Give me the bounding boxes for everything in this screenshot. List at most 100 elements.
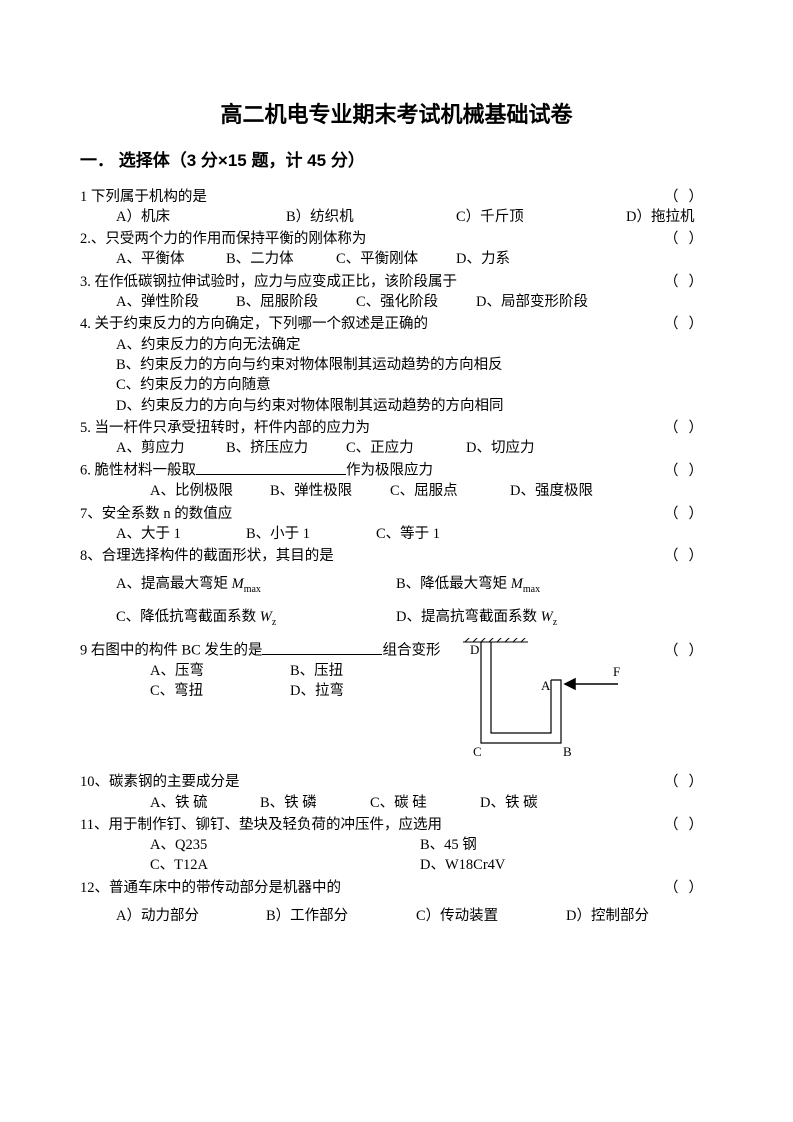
- question-10: 10、碳素钢的主要成分是 （） A、铁 硫 B、铁 磷 C、碳 硅 D、铁 碳: [80, 772, 713, 813]
- q12-opt-d: D）控制部分: [566, 906, 649, 926]
- q9-opt-c: C、弯扭: [150, 681, 290, 701]
- q8-b-var: M: [511, 576, 523, 592]
- question-4: 4. 关于约束反力的方向确定，下列哪一个叙述是正确的 （） A、约束反力的方向无…: [80, 314, 713, 415]
- question-1: 1 下列属于机构的是 （） A）机床 B）纺织机 C）千斤顶 D）拖拉机: [80, 187, 713, 228]
- q7-opt-a: A、大于 1: [116, 524, 246, 544]
- q12-opt-c: C）传动装置: [416, 906, 566, 926]
- q12-opt-a: A）动力部分: [116, 906, 266, 926]
- q3-stem: 3. 在作低碳钢拉伸试验时，应力与应变成正比，该阶段属于: [80, 272, 664, 292]
- q4-opt-d: D、约束反力的方向与约束对物体限制其运动趋势的方向相同: [80, 396, 713, 416]
- q9-diagram: D A F C B: [443, 638, 633, 774]
- answer-paren: （）: [664, 546, 713, 566]
- answer-paren: （）: [664, 641, 713, 661]
- q1-stem: 1 下列属于机构的是: [80, 187, 664, 207]
- q6-opt-d: D、强度极限: [510, 481, 593, 501]
- answer-paren: （）: [664, 272, 713, 292]
- q8-opt-b: B、降低最大弯矩 Mmax: [396, 574, 540, 597]
- q10-stem: 10、碳素钢的主要成分是: [80, 772, 664, 792]
- page-title: 高二机电专业期末考试机械基础试卷: [80, 100, 713, 131]
- q10-opt-c: C、碳 硅: [370, 793, 480, 813]
- q2-opt-a: A、平衡体: [116, 249, 226, 269]
- q11-opt-d: D、W18Cr4V: [420, 855, 505, 875]
- q8-stem: 8、合理选择构件的截面形状，其目的是: [80, 546, 664, 566]
- q5-opt-b: B、挤压应力: [226, 438, 346, 458]
- label-c: C: [473, 744, 482, 759]
- q6-stem: 6. 脆性材料一般取 作为极限应力: [80, 460, 664, 481]
- q4-opt-a: A、约束反力的方向无法确定: [80, 335, 713, 355]
- question-9: 9 右图中的构件 BC 发生的是 组合变形 （） A、压弯 B、压扭 C、弯扭 D…: [80, 640, 713, 770]
- q8-opt-c: C、降低抗弯截面系数 Wz: [116, 607, 396, 630]
- q9-stem-a: 9 右图中的构件 BC 发生的是: [80, 643, 262, 659]
- q5-opt-a: A、剪应力: [116, 438, 226, 458]
- section-header: 一． 选择体（3 分×15 题，计 45 分）: [80, 149, 713, 173]
- q12-stem: 12、普通车床中的带传动部分是机器中的: [80, 878, 664, 898]
- q1-opt-c: C）千斤顶: [456, 207, 626, 227]
- q8-d-sub: z: [553, 617, 557, 628]
- q2-opt-c: C、平衡刚体: [336, 249, 456, 269]
- answer-paren: （）: [664, 314, 713, 334]
- answer-paren: （）: [664, 815, 713, 835]
- q8-opt-d: D、提高抗弯截面系数 Wz: [396, 607, 557, 630]
- q6-opt-b: B、弹性极限: [270, 481, 390, 501]
- q8-opt-a: A、提高最大弯矩 Mmax: [116, 574, 396, 597]
- question-8: 8、合理选择构件的截面形状，其目的是 （） A、提高最大弯矩 Mmax B、降低…: [80, 546, 713, 638]
- q4-opt-c: C、约束反力的方向随意: [80, 375, 713, 395]
- q11-opt-b: B、45 钢: [420, 835, 477, 855]
- q6-stem-b: 作为极限应力: [346, 463, 433, 479]
- q8-d-var: W: [541, 609, 553, 625]
- answer-paren: （）: [664, 461, 713, 481]
- label-a: A: [541, 678, 551, 693]
- q10-opt-a: A、铁 硫: [150, 793, 260, 813]
- q9-stem-b: 组合变形: [382, 643, 440, 659]
- label-b: B: [563, 744, 572, 759]
- q8-b-pre: B、降低最大弯矩: [396, 576, 511, 592]
- q5-opt-c: C、正应力: [346, 438, 466, 458]
- q10-opt-b: B、铁 磷: [260, 793, 370, 813]
- exam-page: 高二机电专业期末考试机械基础试卷 一． 选择体（3 分×15 题，计 45 分）…: [0, 0, 793, 1122]
- answer-paren: （）: [664, 418, 713, 438]
- q11-opt-a: A、Q235: [150, 835, 420, 855]
- q7-stem: 7、安全系数 n 的数值应: [80, 504, 664, 524]
- label-d: D: [470, 642, 479, 657]
- q2-opt-d: D、力系: [456, 249, 510, 269]
- q9-opt-d: D、拉弯: [290, 681, 344, 701]
- q8-a-pre: A、提高最大弯矩: [116, 576, 232, 592]
- q8-a-var: M: [232, 576, 244, 592]
- blank-line: [196, 460, 346, 475]
- q3-opt-a: A、弹性阶段: [116, 292, 236, 312]
- q1-opt-d: D）拖拉机: [626, 207, 713, 227]
- answer-paren: （）: [664, 229, 713, 249]
- q6-opt-a: A、比例极限: [150, 481, 270, 501]
- q4-opt-b: B、约束反力的方向与约束对物体限制其运动趋势的方向相反: [80, 355, 713, 375]
- q9-opt-a: A、压弯: [150, 661, 290, 681]
- q11-opt-c: C、T12A: [150, 855, 420, 875]
- answer-paren: （）: [664, 504, 713, 524]
- answer-paren: （）: [664, 772, 713, 792]
- q7-opt-b: B、小于 1: [246, 524, 376, 544]
- question-7: 7、安全系数 n 的数值应 （） A、大于 1 B、小于 1 C、等于 1: [80, 504, 713, 545]
- q8-c-sub: z: [272, 617, 276, 628]
- q3-opt-d: D、局部变形阶段: [476, 292, 588, 312]
- q2-opt-b: B、二力体: [226, 249, 336, 269]
- question-5: 5. 当一杆件只承受扭转时，杆件内部的应力为 （） A、剪应力 B、挤压应力 C…: [80, 418, 713, 459]
- q8-b-sub: max: [523, 584, 540, 595]
- beam-diagram-icon: D A F C B: [443, 638, 633, 768]
- q8-a-sub: max: [244, 584, 261, 595]
- question-2: 2.、只受两个力的作用而保持平衡的刚体称为 （） A、平衡体 B、二力体 C、平…: [80, 229, 713, 270]
- q3-opt-c: C、强化阶段: [356, 292, 476, 312]
- q9-opt-b: B、压扭: [290, 661, 343, 681]
- q11-stem: 11、用于制作钉、铆钉、垫块及轻负荷的冲压件，应选用: [80, 815, 664, 835]
- question-12: 12、普通车床中的带传动部分是机器中的 （） A）动力部分 B）工作部分 C）传…: [80, 878, 713, 927]
- q6-stem-a: 6. 脆性材料一般取: [80, 463, 196, 479]
- question-6: 6. 脆性材料一般取作为极限应力 （） A、比例极限 B、弹性极限 C、屈服点 …: [80, 460, 713, 501]
- q6-opt-c: C、屈服点: [390, 481, 510, 501]
- q12-opt-b: B）工作部分: [266, 906, 416, 926]
- q1-opt-a: A）机床: [116, 207, 286, 227]
- q2-stem: 2.、只受两个力的作用而保持平衡的刚体称为: [80, 229, 664, 249]
- answer-paren: （）: [664, 187, 713, 207]
- q5-stem: 5. 当一杆件只承受扭转时，杆件内部的应力为: [80, 418, 664, 438]
- q8-d-pre: D、提高抗弯截面系数: [396, 609, 541, 625]
- question-3: 3. 在作低碳钢拉伸试验时，应力与应变成正比，该阶段属于 （） A、弹性阶段 B…: [80, 272, 713, 313]
- q10-opt-d: D、铁 碳: [480, 793, 538, 813]
- q8-c-pre: C、降低抗弯截面系数: [116, 609, 260, 625]
